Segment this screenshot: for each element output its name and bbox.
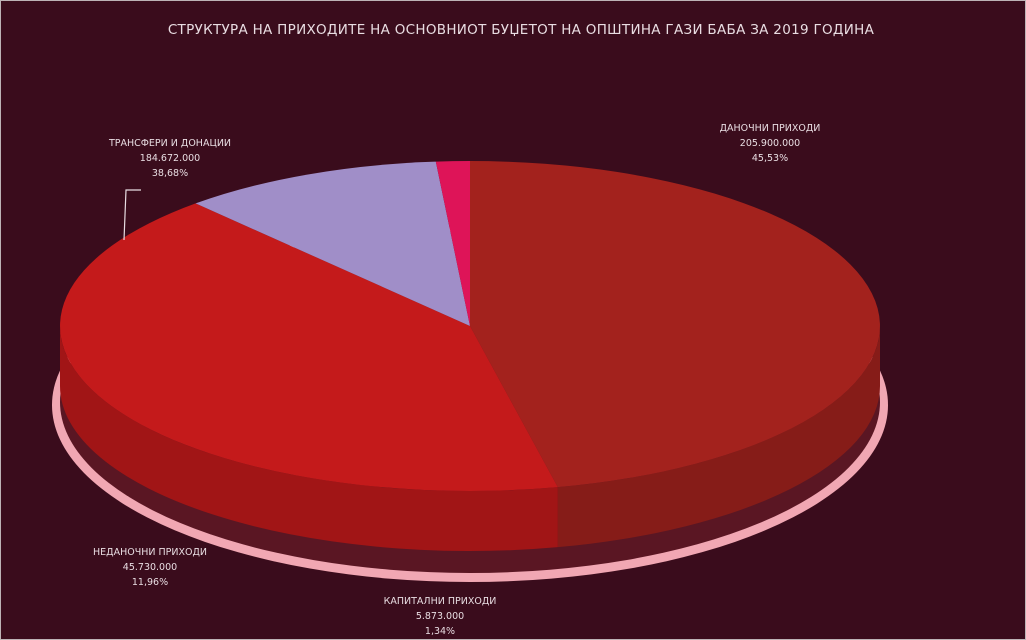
slice-percent: 11,96% [131, 577, 169, 588]
slice-name: ТРАНСФЕРИ И ДОНАЦИИ [108, 138, 232, 149]
slice-name: ДАНОЧНИ ПРИХОДИ [719, 123, 821, 134]
slice-label-kapitalni: КАПИТАЛНИ ПРИХОДИ 5.873.000 1,34% [320, 594, 560, 639]
slice-percent: 38,68% [151, 168, 189, 179]
slice-percent: 45,53% [751, 153, 789, 164]
slice-percent: 1,34% [424, 626, 456, 637]
pie-slice-danochni [470, 161, 880, 488]
leader-line-transferi [123, 189, 141, 241]
slice-value: 45.730.000 [122, 562, 178, 573]
slice-name: КАПИТАЛНИ ПРИХОДИ [383, 596, 497, 607]
slice-value: 205.900.000 [739, 138, 801, 149]
pie-slice-nedanochni [195, 161, 470, 326]
pie-side-danochni [557, 326, 880, 548]
slice-value: 5.873.000 [415, 611, 465, 622]
slice-label-nedanochni: НЕДАНОЧНИ ПРИХОДИ 45.730.000 11,96% [30, 545, 270, 590]
chart-title: СТРУКТУРА НА ПРИХОДИТЕ НА ОСНОВНИОТ БУЏЕ… [167, 22, 875, 38]
pie-slice-transferi [60, 203, 558, 491]
slice-value: 184.672.000 [139, 153, 201, 164]
pie-side-transferi [60, 326, 558, 551]
slice-name: НЕДАНОЧНИ ПРИХОДИ [93, 547, 207, 558]
slice-label-transferi: ТРАНСФЕРИ И ДОНАЦИИ 184.672.000 38,68% [50, 136, 290, 181]
pie-slice-kapitalni [435, 160, 470, 326]
slice-label-danochni: ДАНОЧНИ ПРИХОДИ 205.900.000 45,53% [650, 121, 890, 166]
